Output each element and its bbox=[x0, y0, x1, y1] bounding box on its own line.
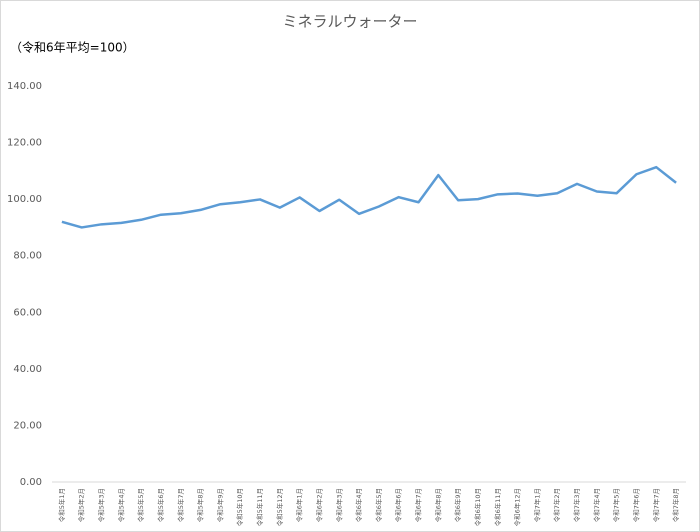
y-tick-label: 0.00 bbox=[20, 477, 42, 488]
x-tick-label: 令和5年7月 bbox=[176, 488, 185, 522]
y-tick-label: 100.00 bbox=[7, 194, 42, 205]
x-tick-label: 令和6年8月 bbox=[433, 488, 442, 522]
data-line bbox=[61, 165, 677, 229]
x-tick-label: 令和5年8月 bbox=[196, 488, 205, 522]
y-tick-label: 80.00 bbox=[13, 251, 42, 262]
x-tick-label: 令和6年11月 bbox=[493, 488, 502, 526]
x-tick-label: 令和7年8月 bbox=[671, 488, 680, 522]
x-tick-label: 令和6年12月 bbox=[513, 488, 522, 526]
x-tick-label: 令和5年9月 bbox=[215, 488, 224, 522]
x-tick-label: 令和7年5月 bbox=[612, 488, 621, 522]
x-tick-label: 令和5年4月 bbox=[116, 488, 125, 522]
chart-subtitle: （令和6年平均=100） bbox=[10, 40, 135, 55]
x-tick-label: 令和6年6月 bbox=[394, 488, 403, 522]
x-tick-label: 令和6年10月 bbox=[473, 488, 482, 526]
x-tick-label: 令和6年4月 bbox=[354, 488, 363, 522]
y-tick-label: 140.00 bbox=[7, 81, 42, 92]
x-tick-label: 令和5年3月 bbox=[97, 488, 106, 522]
x-tick-label: 令和5年5月 bbox=[136, 488, 145, 522]
y-tick-label: 20.00 bbox=[13, 420, 42, 431]
x-tick-label: 令和6年5月 bbox=[374, 488, 383, 522]
x-tick-label: 令和7年6月 bbox=[631, 488, 640, 522]
x-tick-label: 令和5年12月 bbox=[275, 488, 284, 526]
x-tick-label: 令和5年11月 bbox=[255, 488, 264, 526]
x-tick-label: 令和7年7月 bbox=[651, 488, 660, 522]
y-tick-label: 40.00 bbox=[13, 364, 42, 375]
y-tick-label: 60.00 bbox=[13, 307, 42, 318]
y-tick-label: 120.00 bbox=[7, 138, 42, 149]
x-tick-label: 令和5年6月 bbox=[156, 488, 165, 522]
x-tick-label: 令和5年10月 bbox=[235, 488, 244, 526]
x-tick-label: 令和7年1月 bbox=[532, 488, 541, 522]
x-tick-label: 令和7年4月 bbox=[592, 488, 601, 522]
x-tick-label: 令和5年2月 bbox=[77, 488, 86, 522]
x-tick-label: 令和5年1月 bbox=[57, 488, 66, 522]
x-tick-label: 令和6年7月 bbox=[414, 488, 423, 522]
x-tick-label: 令和6年2月 bbox=[314, 488, 323, 522]
x-tick-label: 令和6年3月 bbox=[334, 488, 343, 522]
x-tick-label: 令和6年9月 bbox=[453, 488, 462, 522]
x-tick-label: 令和7年2月 bbox=[552, 488, 561, 522]
x-tick-label: 令和6年1月 bbox=[295, 488, 304, 522]
chart-title: ミネラルウォーター bbox=[282, 13, 417, 31]
x-tick-label: 令和7年3月 bbox=[572, 488, 581, 522]
